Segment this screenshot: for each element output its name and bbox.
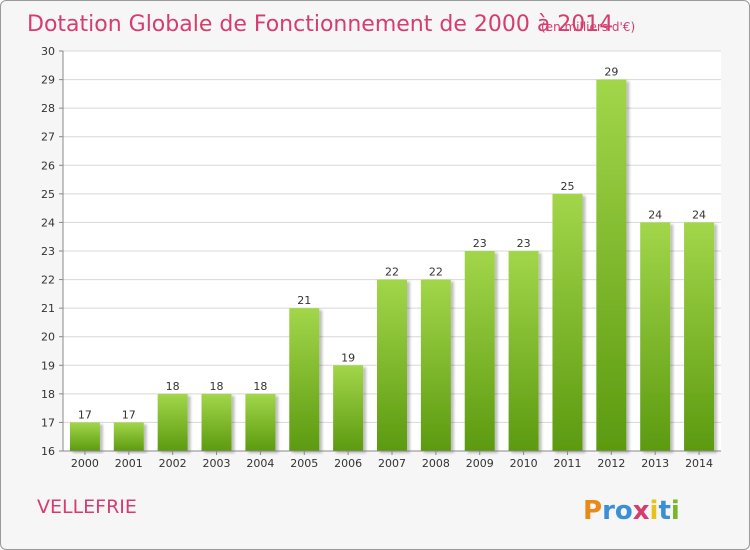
bar-2006 (333, 365, 364, 451)
y-tick-label: 23 (41, 245, 55, 258)
y-tick-label: 25 (41, 188, 55, 201)
y-tick-label: 17 (41, 416, 55, 429)
bar-2001 (113, 422, 144, 451)
value-label-2008: 22 (429, 266, 443, 279)
y-tick-label: 26 (41, 159, 55, 172)
value-label-2009: 23 (473, 237, 487, 250)
logo-letter: x (633, 496, 650, 526)
chart-unit-note: (en milliers d'€) (541, 20, 635, 34)
y-axis-ticks: 16 17 18 19 20 21 22 23 24 25 26 27 28 29 30 (41, 45, 63, 458)
logo-letter: o (615, 496, 633, 526)
value-label-2005: 21 (297, 294, 311, 307)
y-tick-label: 18 (41, 388, 55, 401)
value-label-2001: 17 (122, 408, 136, 421)
bar-2009 (464, 251, 495, 451)
x-tick-label-2003: 2003 (203, 457, 231, 470)
x-axis-ticks: 2000 2001 2002 2003 2004 2005 2006 2007 2008 2009… (71, 451, 713, 470)
y-tick-label: 30 (41, 45, 55, 58)
value-labels: 17 17 18 18 18 21 19 22 22 23 23 25 29 24 24 (78, 66, 706, 422)
y-tick-label: 20 (41, 331, 55, 344)
bars (69, 79, 715, 452)
logo-letter: t (658, 496, 670, 526)
bar-2003 (201, 393, 232, 451)
x-tick-label-2012: 2012 (597, 457, 625, 470)
x-tick-label-2005: 2005 (290, 457, 318, 470)
value-label-2007: 22 (385, 266, 399, 279)
bar-2013 (640, 222, 671, 451)
logo-letter: P (583, 496, 602, 526)
x-tick-label-2013: 2013 (641, 457, 669, 470)
x-tick-label-2007: 2007 (378, 457, 406, 470)
x-tick-label-2006: 2006 (334, 457, 362, 470)
value-label-2012: 29 (604, 66, 618, 79)
y-tick-label: 24 (41, 216, 55, 229)
chart-title: Dotation Globale de Fonctionnement de 20… (27, 12, 613, 37)
y-tick-label: 21 (41, 302, 55, 315)
bar-2014 (684, 222, 715, 451)
bar-2004 (245, 393, 276, 451)
x-tick-label-2009: 2009 (466, 457, 494, 470)
proxiti-logo: Proxiti (583, 496, 680, 526)
bar-2002 (157, 393, 188, 451)
x-tick-label-2014: 2014 (685, 457, 713, 470)
value-label-2003: 18 (210, 380, 224, 393)
bar-2007 (377, 279, 407, 451)
y-tick-label: 16 (41, 445, 55, 458)
value-label-2006: 19 (341, 351, 355, 364)
y-tick-label: 19 (41, 359, 55, 372)
y-tick-label: 29 (41, 74, 55, 87)
y-tick-label: 27 (41, 131, 55, 144)
x-tick-label-2008: 2008 (422, 457, 450, 470)
bar-2008 (420, 279, 451, 451)
bar-2005 (289, 308, 320, 451)
bar-2012 (596, 79, 627, 452)
y-tick-label: 22 (41, 274, 55, 287)
bar-2011 (552, 193, 583, 451)
logo-letter: i (650, 496, 659, 526)
proxiti-logo-text: Proxiti (583, 496, 680, 526)
x-tick-label-2010: 2010 (510, 457, 538, 470)
value-label-2014: 24 (692, 208, 706, 221)
logo-letter: i (671, 496, 680, 526)
value-label-2000: 17 (78, 408, 92, 421)
logo-letter: r (602, 496, 615, 526)
x-tick-label-2011: 2011 (553, 457, 581, 470)
x-tick-label-2001: 2001 (115, 457, 143, 470)
bar-2000 (69, 422, 100, 451)
bar-2010 (508, 251, 539, 451)
y-tick-label: 28 (41, 102, 55, 115)
commune-name: VELLEFRIE (37, 496, 137, 518)
x-tick-label-2000: 2000 (71, 457, 99, 470)
value-label-2013: 24 (648, 208, 662, 221)
x-tick-label-2002: 2002 (159, 457, 187, 470)
x-tick-label-2004: 2004 (246, 457, 274, 470)
value-label-2011: 25 (560, 180, 574, 193)
value-label-2010: 23 (517, 237, 531, 250)
value-label-2004: 18 (253, 380, 267, 393)
value-label-2002: 18 (166, 380, 180, 393)
